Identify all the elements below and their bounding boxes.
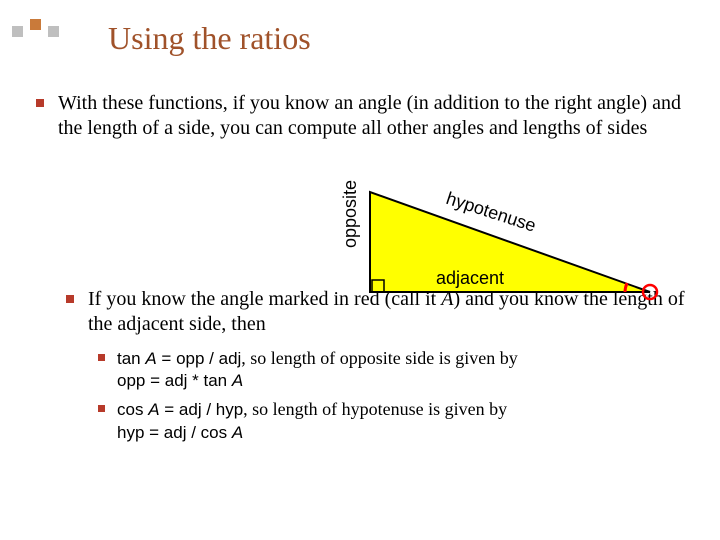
eq-fragment: = adj / hyp [160,400,244,419]
title-ornament [12,12,86,42]
text-fragment: , so length of hypotenuse is given by [243,399,507,419]
angle-variable: A [232,423,243,442]
label-opposite: opposite [340,180,361,248]
triangle-diagram: opposite adjacent hypotenuse [350,190,670,310]
angle-variable: A [148,400,159,419]
bullet-text: With these functions, if you know an ang… [58,91,690,141]
eq-fragment: cos [117,400,148,419]
slide-title: Using the ratios [108,20,690,57]
bullet-icon [36,99,44,107]
bullet-level-3: tan A = opp / adj, so length of opposite… [98,347,690,392]
text-fragment: , so length of opposite side is given by [241,348,517,368]
bullet-text: tan A = opp / adj, so length of opposite… [117,347,518,392]
label-adjacent: adjacent [436,268,504,289]
bullet-icon [98,405,105,412]
slide: Using the ratios With these functions, i… [0,0,720,540]
bullet-text: cos A = adj / hyp, so length of hypotenu… [117,398,507,443]
eq-fragment: tan [117,349,145,368]
eq-fragment: = opp / adj [157,349,242,368]
bullet-level-3: cos A = adj / hyp, so length of hypotenu… [98,398,690,443]
bullet-icon [98,354,105,361]
angle-variable: A [145,349,156,368]
eq-fragment: hyp = adj / cos [117,423,232,442]
bullet-level-1: With these functions, if you know an ang… [36,91,690,141]
angle-variable: A [232,371,243,390]
eq-fragment: opp = adj * tan [117,371,232,390]
bullet-icon [66,295,74,303]
